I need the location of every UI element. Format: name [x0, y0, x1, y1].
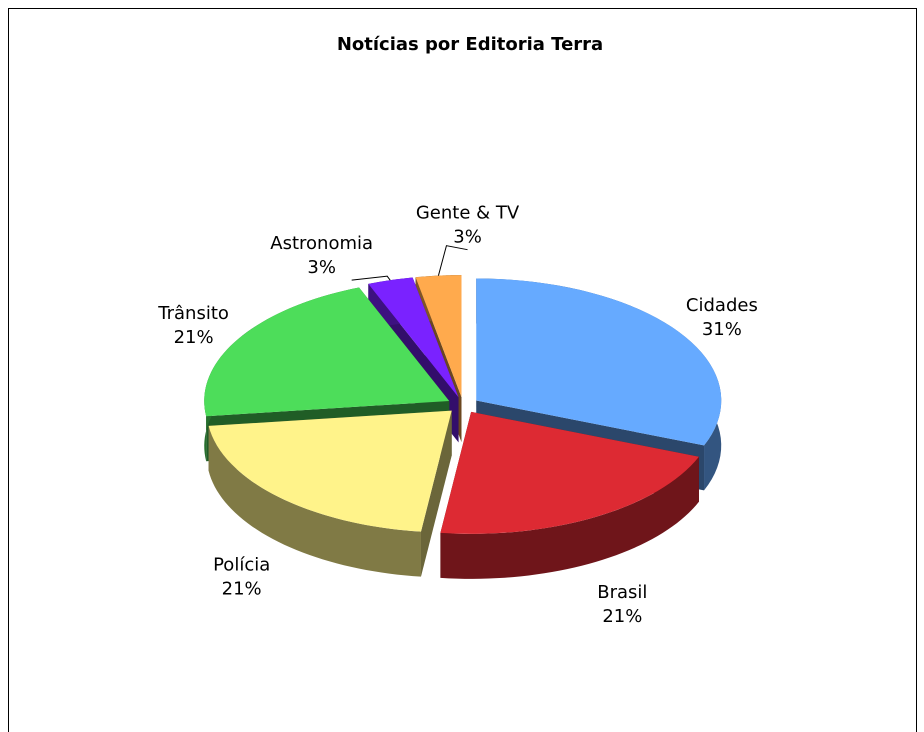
slice-outer-wall	[208, 425, 421, 577]
slice-value-label: 21%	[602, 606, 642, 627]
slice-label: Polícia	[213, 554, 270, 575]
slice-value-label: 3%	[453, 227, 482, 248]
slice-label: Astronomia	[270, 233, 373, 254]
slice-value-label: 31%	[702, 319, 742, 340]
slice-tops	[204, 275, 722, 534]
leader-line	[437, 245, 468, 276]
slice-label: Brasil	[597, 582, 647, 603]
slice	[476, 278, 722, 446]
chart-title: Notícias por Editoria Terra	[337, 34, 603, 55]
slice-label: Trânsito	[157, 303, 229, 324]
slice	[415, 275, 462, 398]
slice-value-label: 21%	[222, 578, 262, 599]
slice	[368, 277, 459, 398]
slice	[204, 287, 450, 417]
slice-label: Cidades	[686, 295, 758, 316]
slice-label: Gente & TV	[416, 203, 520, 224]
slice-value-label: 3%	[307, 257, 336, 278]
chart-frame	[8, 8, 917, 732]
leader-line	[351, 275, 391, 281]
slice-outer-wall	[440, 456, 699, 579]
slice-value-label: 21%	[174, 327, 214, 348]
slice	[208, 410, 452, 532]
slice	[440, 411, 699, 534]
